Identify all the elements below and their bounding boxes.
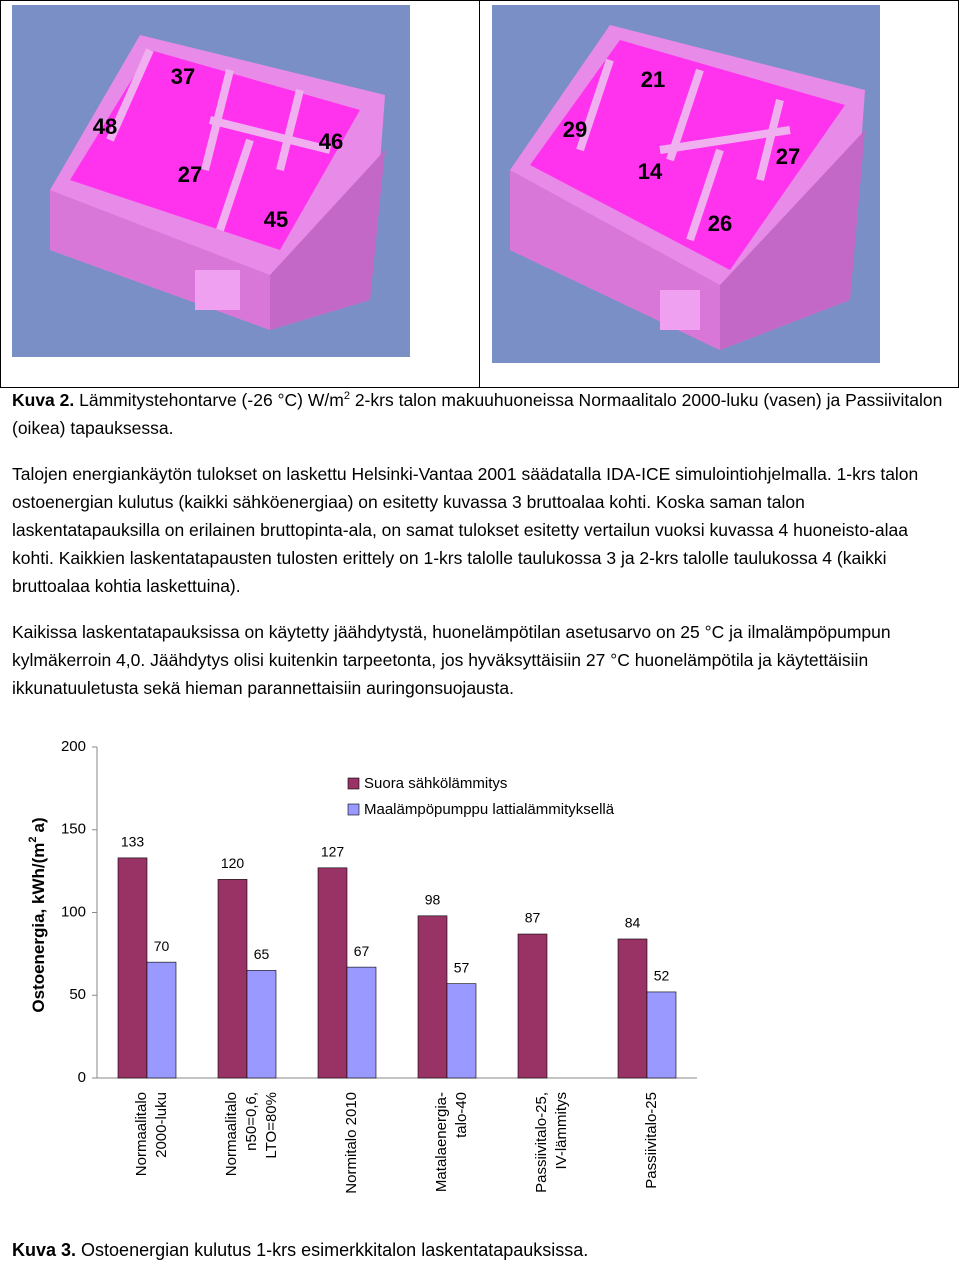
- caption-label: Kuva 2.: [12, 390, 75, 410]
- x-tick-label: IV-lämmitys: [553, 1092, 570, 1170]
- y-tick-label: 50: [69, 986, 86, 1003]
- data-label: 120: [221, 855, 245, 871]
- x-tick-label: Matalaenergia-: [433, 1092, 450, 1192]
- y-tick-label: 150: [61, 821, 86, 838]
- house-renders: 37 48 27 46 45 21 29 14 27 26: [12, 5, 880, 363]
- figure-3-caption: Kuva 3. Ostoenergian kulutus 1-krs esime…: [12, 1236, 588, 1264]
- room-label: 26: [708, 211, 732, 236]
- house-right: [510, 25, 865, 350]
- house-left: [50, 35, 385, 330]
- x-tick-label: talo-40: [453, 1092, 470, 1138]
- bar: [517, 933, 548, 1079]
- y-label-sup: 2: [27, 836, 39, 842]
- room-label: 45: [264, 207, 288, 232]
- data-label: 65: [254, 946, 270, 962]
- x-tick-label: Normaalitalo: [223, 1092, 240, 1176]
- x-tick-label: Normaalitalo: [133, 1092, 150, 1176]
- paragraph: Kaikissa laskentatapauksissa on käytetty…: [12, 622, 891, 698]
- caption-label: Kuva 3.: [12, 1240, 77, 1260]
- data-label: 52: [654, 968, 670, 984]
- room-label: 46: [319, 129, 343, 154]
- bar: [317, 867, 348, 1079]
- data-label: 127: [321, 844, 345, 860]
- caption-text: 2-krs talon makuuhuoneissa Normaalitalo …: [12, 390, 943, 438]
- room-label: 29: [563, 117, 587, 142]
- y-tick-label: 0: [78, 1069, 86, 1086]
- room-label: 37: [171, 64, 195, 89]
- room-label: 27: [178, 162, 202, 187]
- data-label: 84: [625, 915, 641, 931]
- x-tick-label: Normitalo 2010: [343, 1092, 360, 1194]
- bar: [217, 879, 248, 1079]
- room-label: 21: [641, 67, 665, 92]
- caption-text: Lämmitystehontarve (-26 °C) W/m: [79, 390, 344, 410]
- room-label: 48: [93, 114, 117, 139]
- y-tick-label: 200: [61, 738, 86, 755]
- bar: [446, 983, 477, 1079]
- y-axis-label: Ostoenergia, kWh/(m2 a): [27, 817, 49, 1012]
- x-tick-label: Passiivitalo-25,: [533, 1092, 550, 1193]
- x-tick-label: n50=0,6,: [243, 1092, 260, 1151]
- room-label: 27: [776, 144, 800, 169]
- data-label: 70: [154, 938, 170, 954]
- y-label-text: Ostoenergia, kWh/(m: [29, 843, 48, 1013]
- legend-swatch: [347, 803, 360, 816]
- room-label: 14: [638, 159, 663, 184]
- legend-label: Suora sähkölämmitys: [364, 775, 507, 792]
- paragraph: Talojen energiankäytön tulokset on laske…: [12, 464, 919, 596]
- data-label: 133: [121, 834, 145, 850]
- bar: [246, 970, 277, 1079]
- data-label: 67: [354, 943, 370, 959]
- x-tick-label: 2000-luku: [153, 1092, 170, 1158]
- data-label: 57: [454, 959, 470, 975]
- caption-text: Ostoenergian kulutus 1-krs esimerkkitalo…: [81, 1240, 589, 1260]
- bar: [346, 966, 377, 1079]
- x-tick-label: Passiivitalo-25: [643, 1092, 660, 1189]
- bar: [117, 857, 148, 1079]
- caption-sup: 2: [343, 390, 350, 403]
- legend-swatch: [347, 777, 360, 790]
- bar: [417, 915, 448, 1079]
- bar: [646, 991, 677, 1079]
- data-label: 87: [525, 910, 541, 926]
- y-tick-label: 100: [61, 903, 86, 920]
- data-label: 98: [425, 892, 441, 908]
- figure-2-caption: Kuva 2. Lämmitystehontarve (-26 °C) W/m2…: [12, 386, 952, 442]
- legend-label: Maalämpöpumppu lattialämmityksellä: [364, 801, 615, 818]
- bar: [146, 961, 177, 1079]
- chart: Ostoenergia, kWh/(m2 a) 0 50 100 150 200 Norma…: [27, 738, 697, 1194]
- x-tick-label: LTO=80%: [263, 1092, 280, 1159]
- y-label-text: a): [29, 817, 48, 832]
- figure-frame: [0, 0, 959, 388]
- bar: [617, 938, 648, 1079]
